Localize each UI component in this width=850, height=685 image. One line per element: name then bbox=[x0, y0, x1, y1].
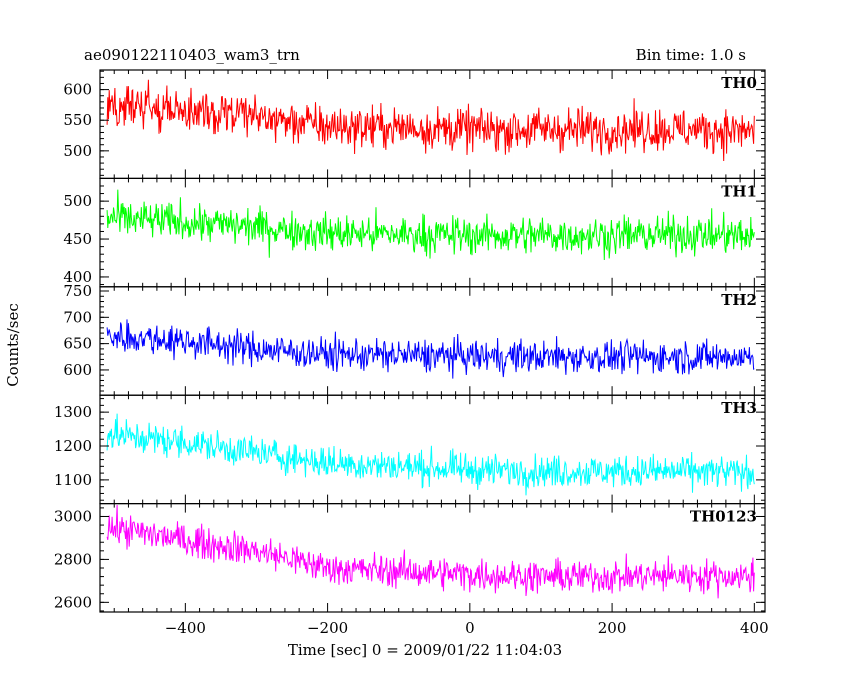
y-tick-label: 600 bbox=[63, 361, 92, 379]
x-tick-label: −200 bbox=[307, 619, 348, 637]
y-tick-label: 650 bbox=[63, 335, 92, 353]
y-tick-label: 700 bbox=[63, 308, 92, 326]
y-tick-label: 750 bbox=[63, 282, 92, 300]
y-tick-label: 2600 bbox=[54, 593, 92, 611]
x-axis-label: Time [sec] 0 = 2009/01/22 11:04:03 bbox=[288, 641, 562, 659]
x-tick-label: −400 bbox=[165, 619, 206, 637]
y-tick-label: 1100 bbox=[54, 471, 92, 489]
x-axis: −400 −200 0 200 400 bbox=[165, 619, 769, 637]
y-tick-label: 600 bbox=[63, 81, 92, 99]
y-tick-label: 2800 bbox=[54, 550, 92, 568]
y-tick-label: 500 bbox=[63, 192, 92, 210]
plot-title: ae090122110403_wam3_trn bbox=[84, 46, 300, 64]
y-tick-label: 1300 bbox=[54, 403, 92, 421]
series-line-th3 bbox=[106, 413, 755, 496]
panel-th0123: 2600 2800 3000 TH0123 bbox=[54, 503, 766, 613]
panel-th2: 600 650 700 750 TH2 bbox=[63, 282, 766, 396]
y-tick-label: 450 bbox=[63, 230, 92, 248]
panel-th3: 1100 1200 1300 TH3 bbox=[54, 394, 766, 505]
panel-label-th2: TH2 bbox=[721, 291, 757, 309]
y-tick-label: 500 bbox=[63, 142, 92, 160]
panel-label-th3: TH3 bbox=[721, 399, 757, 417]
panel-th1: 400 450 500 TH1 bbox=[63, 177, 766, 288]
panel-label-th0: TH0 bbox=[721, 74, 757, 92]
x-tick-label: 200 bbox=[598, 619, 627, 637]
series-line-th1 bbox=[106, 189, 755, 261]
series-line-th0 bbox=[106, 79, 755, 162]
series-line-th0123 bbox=[106, 504, 755, 599]
panel-label-th1: TH1 bbox=[721, 182, 757, 200]
y-tick-label: 3000 bbox=[54, 507, 92, 525]
panel-frame bbox=[99, 503, 766, 613]
y-axis-label: Counts/sec bbox=[4, 303, 22, 387]
y-tick-label: 400 bbox=[63, 268, 92, 286]
panels-group: 500 550 600 TH0 400 450 500 TH1 600 650 700 750 TH2 1… bbox=[54, 69, 766, 613]
x-tick-label: 0 bbox=[465, 619, 475, 637]
panel-label-th0123: TH0123 bbox=[690, 508, 757, 526]
y-tick-label: 1200 bbox=[54, 437, 92, 455]
series-line-th2 bbox=[106, 319, 755, 379]
bin-time-label: Bin time: 1.0 s bbox=[636, 46, 746, 64]
y-tick-label: 550 bbox=[63, 111, 92, 129]
x-tick-label: 400 bbox=[740, 619, 769, 637]
